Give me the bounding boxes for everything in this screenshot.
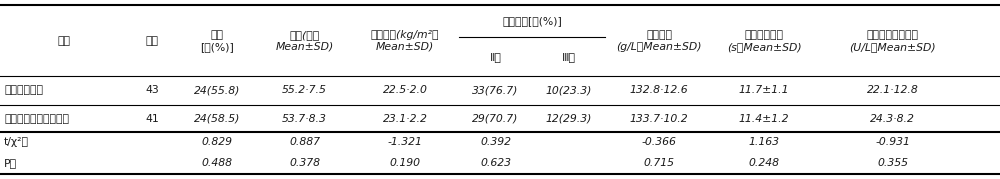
- Text: 0.887: 0.887: [289, 137, 320, 147]
- Text: 11.7±1.1: 11.7±1.1: [739, 85, 789, 95]
- Text: 53.7·8.3: 53.7·8.3: [282, 114, 327, 124]
- Text: 凝血酶原时间
(s，Mean±SD): 凝血酶原时间 (s，Mean±SD): [727, 30, 801, 52]
- Text: 33(76.7): 33(76.7): [472, 85, 519, 95]
- Text: 泡沫硬化剂联合套扎组: 泡沫硬化剂联合套扎组: [4, 114, 69, 124]
- Text: 男性
[例(%)]: 男性 [例(%)]: [200, 30, 234, 52]
- Text: 组别: 组别: [58, 36, 70, 46]
- Text: 22.1·12.8: 22.1·12.8: [867, 85, 918, 95]
- Text: Ⅲ度: Ⅲ度: [561, 52, 575, 62]
- Text: 血红蛋白
(g/L，Mean±SD): 血红蛋白 (g/L，Mean±SD): [616, 30, 702, 52]
- Text: 0.248: 0.248: [748, 158, 779, 168]
- Text: Ⅱ度: Ⅱ度: [490, 52, 501, 62]
- Text: 24(58.5): 24(58.5): [194, 114, 240, 124]
- Text: 1.163: 1.163: [748, 137, 779, 147]
- Text: 0.392: 0.392: [480, 137, 511, 147]
- Text: 0.829: 0.829: [202, 137, 232, 147]
- Text: -1.321: -1.321: [388, 137, 422, 147]
- Text: 内痔分级[例(%)]: 内痔分级[例(%)]: [502, 16, 562, 26]
- Text: 年龄(岁，
Mean±SD): 年龄(岁， Mean±SD): [275, 30, 334, 52]
- Text: 132.8·12.6: 132.8·12.6: [630, 85, 688, 95]
- Text: 0.190: 0.190: [389, 158, 420, 168]
- Text: -0.366: -0.366: [642, 137, 676, 147]
- Text: 橡皮圈套扎组: 橡皮圈套扎组: [4, 85, 43, 95]
- Text: 0.355: 0.355: [877, 158, 908, 168]
- Text: 11.4±1.2: 11.4±1.2: [739, 114, 789, 124]
- Text: 例数: 例数: [146, 36, 158, 46]
- Text: 22.5·2.0: 22.5·2.0: [383, 85, 427, 95]
- Text: 丙氨酸氨基转移酶
(U/L，Mean±SD): 丙氨酸氨基转移酶 (U/L，Mean±SD): [849, 30, 936, 52]
- Text: 41: 41: [145, 114, 159, 124]
- Text: 12(29.3): 12(29.3): [545, 114, 592, 124]
- Text: 24(55.8): 24(55.8): [194, 85, 240, 95]
- Text: 0.378: 0.378: [289, 158, 320, 168]
- Text: 55.2·7.5: 55.2·7.5: [282, 85, 327, 95]
- Text: 0.488: 0.488: [202, 158, 232, 168]
- Text: 43: 43: [145, 85, 159, 95]
- Text: 23.1·2.2: 23.1·2.2: [383, 114, 427, 124]
- Text: P值: P值: [4, 158, 17, 168]
- Text: 10(23.3): 10(23.3): [545, 85, 592, 95]
- Text: 24.3·8.2: 24.3·8.2: [870, 114, 915, 124]
- Text: 体重指数(kg/m²，
Mean±SD): 体重指数(kg/m²， Mean±SD): [371, 30, 439, 52]
- Text: 0.715: 0.715: [643, 158, 674, 168]
- Text: -0.931: -0.931: [875, 137, 910, 147]
- Text: t/χ²值: t/χ²值: [4, 137, 29, 147]
- Text: 0.623: 0.623: [480, 158, 511, 168]
- Text: 29(70.7): 29(70.7): [472, 114, 519, 124]
- Text: 133.7·10.2: 133.7·10.2: [630, 114, 688, 124]
